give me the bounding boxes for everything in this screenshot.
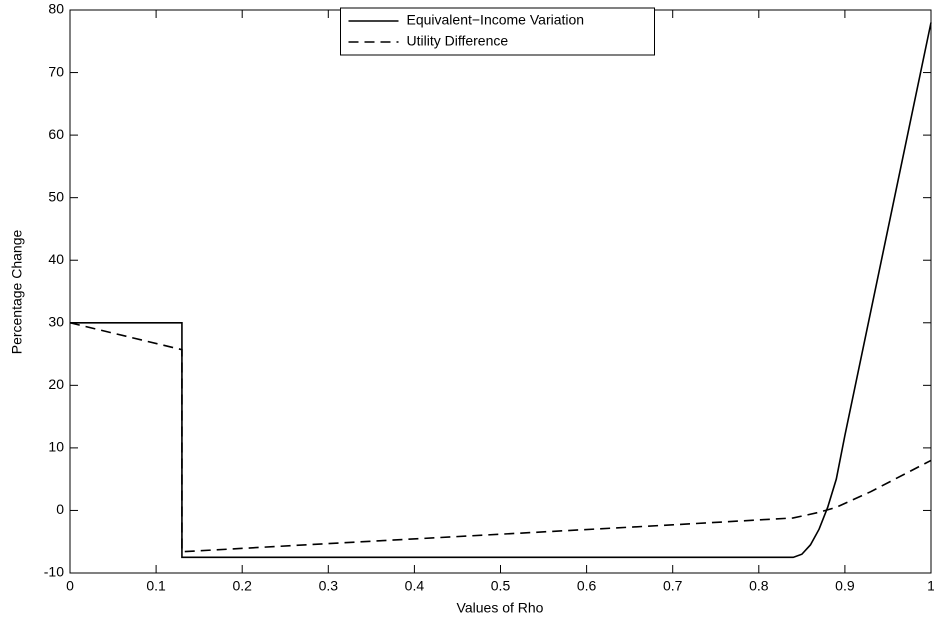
x-tick-label: 0.5 — [491, 578, 511, 594]
x-tick-label: 0.6 — [577, 578, 597, 594]
y-tick-label: 30 — [48, 313, 64, 329]
x-tick-label: 0.9 — [835, 578, 855, 594]
plot-area — [69, 9, 932, 574]
y-tick-label: 50 — [48, 188, 64, 204]
y-tick-label: -10 — [44, 564, 64, 580]
series-line — [69, 322, 932, 553]
x-tick-label: 0.8 — [749, 578, 769, 594]
x-tick-label: 0.7 — [663, 578, 683, 594]
x-tick-label: 0.4 — [405, 578, 425, 594]
x-tick-label: 0 — [66, 578, 74, 594]
y-tick-label: 0 — [56, 501, 64, 517]
legend-label: Equivalent−Income Variation — [407, 12, 585, 28]
x-axis-label: Values of Rho — [457, 600, 544, 616]
legend-box — [340, 7, 655, 56]
series-line — [70, 22, 932, 559]
y-tick-label: 10 — [48, 439, 64, 455]
y-tick-label: 60 — [48, 126, 64, 142]
y-tick-label: 40 — [48, 251, 64, 267]
y-tick-label: 70 — [48, 63, 64, 79]
x-tick-label: 0.3 — [319, 578, 339, 594]
y-tick-label: 80 — [48, 1, 64, 17]
x-tick-label: 1 — [927, 578, 934, 594]
x-tick-label: 0.1 — [146, 578, 166, 594]
y-axis-label: Percentage Change — [9, 230, 25, 355]
x-tick-label: 0.2 — [232, 578, 252, 594]
legend-label: Utility Difference — [407, 33, 509, 49]
y-tick-label: 20 — [48, 376, 64, 392]
